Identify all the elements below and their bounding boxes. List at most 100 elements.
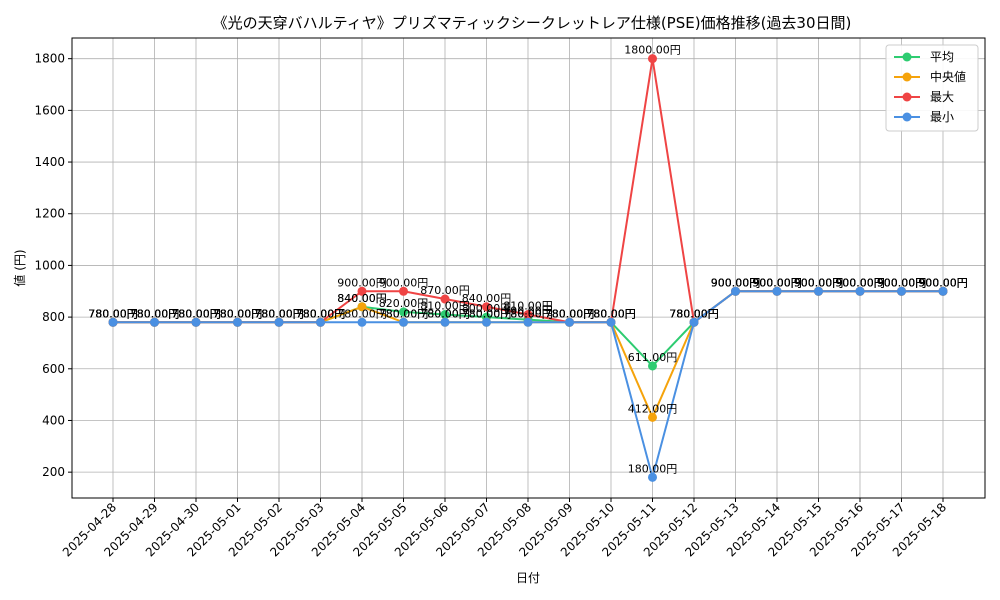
data-label: 780.00円 (503, 307, 553, 320)
grid-layer (72, 38, 985, 498)
y-tick-label: 1200 (34, 207, 65, 221)
data-point (316, 317, 325, 327)
y-axis-label: 値 (円) (12, 249, 27, 286)
data-label: 840.00円 (337, 292, 387, 305)
data-label: 900.00円 (835, 276, 885, 289)
data-label: 780.00円 (545, 307, 595, 320)
data-point (191, 317, 201, 327)
data-label: 780.00円 (171, 307, 221, 320)
data-point (689, 317, 699, 327)
data-label: 900.00円 (918, 276, 968, 289)
data-label: 780.00円 (503, 307, 553, 320)
y-tick-label: 200 (42, 465, 65, 479)
data-label: 900.00円 (752, 276, 802, 289)
data-label: 780.00円 (669, 307, 719, 320)
data-label: 780.00円 (213, 307, 263, 320)
data-point (357, 286, 367, 296)
data-label: 780.00円 (254, 307, 304, 320)
data-label: 780.00円 (254, 307, 304, 320)
data-label: 780.00円 (296, 307, 346, 320)
data-point (814, 286, 823, 296)
y-tick-label: 400 (42, 413, 65, 427)
data-label: 780.00円 (669, 307, 719, 320)
data-label: 780.00円 (586, 307, 636, 320)
data-label: 900.00円 (835, 276, 885, 289)
y-tick-label: 1800 (34, 52, 65, 66)
data-point (523, 310, 533, 320)
data-point (731, 286, 740, 296)
data-label: 780.00円 (420, 307, 470, 320)
data-label: 780.00円 (171, 307, 221, 320)
data-label: 611.00円 (628, 351, 678, 364)
y-tick-label: 800 (42, 310, 65, 324)
data-label: 900.00円 (877, 276, 927, 289)
data-point (399, 286, 408, 296)
data-label: 870.00円 (420, 284, 470, 297)
data-point (357, 302, 367, 312)
legend-swatch-marker (902, 52, 912, 62)
data-label: 780.00円 (88, 307, 138, 320)
data-point (440, 294, 450, 304)
data-point (399, 307, 408, 317)
data-label: 780.00円 (420, 307, 470, 320)
data-label: 900.00円 (752, 276, 802, 289)
data-point (897, 286, 906, 296)
data-point (440, 310, 450, 320)
data-label: 900.00円 (877, 276, 927, 289)
data-point (482, 317, 491, 327)
legend-swatch-marker (902, 92, 912, 102)
data-label: 780.00円 (545, 307, 595, 320)
data-label: 780.00円 (296, 307, 346, 320)
legend-swatch-marker (902, 112, 912, 122)
data-label: 412.00円 (628, 402, 678, 415)
data-point (772, 286, 782, 296)
data-point (565, 317, 574, 327)
data-label: 900.00円 (711, 276, 761, 289)
y-tick-label: 1400 (34, 155, 65, 169)
data-point (648, 412, 657, 422)
data-point (648, 472, 657, 482)
y-tick-label: 600 (42, 362, 65, 376)
data-point (233, 317, 242, 327)
data-label: 900.00円 (752, 276, 802, 289)
data-label: 790.00円 (503, 305, 553, 318)
data-point (648, 54, 657, 64)
data-label: 780.00円 (254, 307, 304, 320)
data-point (399, 317, 408, 327)
data-point (274, 317, 284, 327)
chart-title: 《光の天穿バハルティヤ》プリズマティックシークレットレア仕様(PSE)価格推移(… (213, 14, 852, 32)
data-label: 900.00円 (835, 276, 885, 289)
data-label: 900.00円 (337, 276, 387, 289)
data-label: 780.00円 (586, 307, 636, 320)
data-label: 780.00円 (545, 307, 595, 320)
data-point (648, 361, 657, 371)
data-label: 780.00円 (669, 307, 719, 320)
data-label: 780.00円 (171, 307, 221, 320)
y-tick-label: 1000 (34, 258, 65, 272)
data-label: 780.00円 (462, 307, 512, 320)
data-label: 810.00円 (420, 300, 470, 313)
data-label: 780.00円 (379, 307, 429, 320)
data-label: 900.00円 (711, 276, 761, 289)
data-label: 780.00円 (130, 307, 180, 320)
data-label: 1800.00円 (624, 44, 681, 57)
data-label: 900.00円 (794, 276, 844, 289)
data-label: 780.00円 (130, 307, 180, 320)
y-tick-label: 1600 (34, 103, 65, 117)
x-axis-label: 日付 (516, 571, 540, 585)
data-label-layer: 780.00円780.00円780.00円780.00円780.00円780.0… (88, 44, 968, 476)
data-label: 780.00円 (213, 307, 263, 320)
legend-label: 最大 (930, 90, 954, 104)
data-label: 180.00円 (628, 462, 678, 475)
data-label: 780.00円 (337, 307, 387, 320)
data-label: 840.00円 (337, 292, 387, 305)
data-label: 900.00円 (835, 276, 885, 289)
legend-label: 最小 (930, 110, 954, 124)
data-label: 900.00円 (877, 276, 927, 289)
legend-label: 平均 (930, 50, 954, 64)
data-point (482, 302, 491, 312)
data-label: 900.00円 (918, 276, 968, 289)
data-label: 900.00円 (877, 276, 927, 289)
